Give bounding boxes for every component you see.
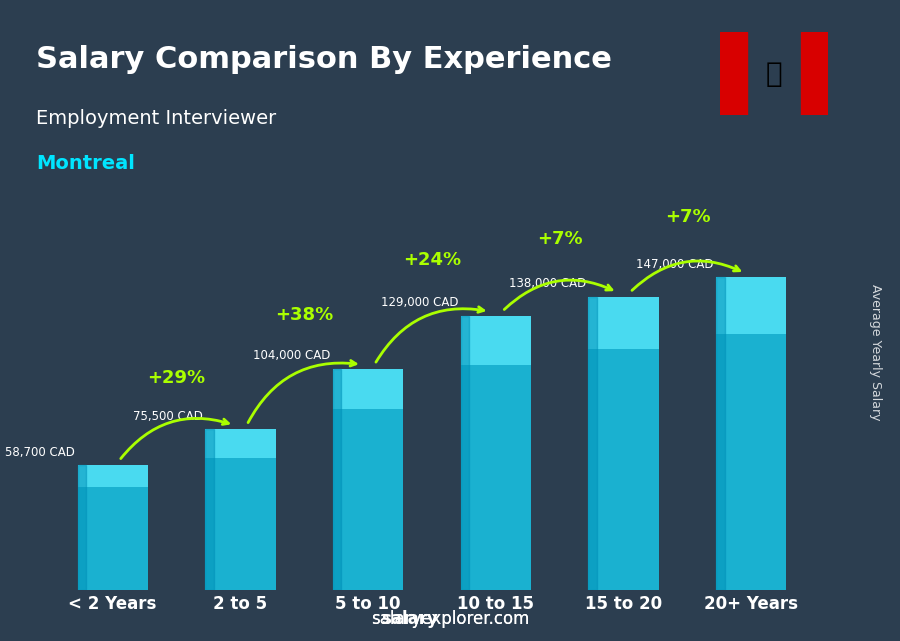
Bar	[461, 315, 469, 590]
Text: +7%: +7%	[665, 208, 710, 226]
Text: +38%: +38%	[275, 306, 333, 324]
Text: +7%: +7%	[537, 229, 582, 247]
Text: salaryexplorer.com: salaryexplorer.com	[371, 610, 529, 628]
Bar	[77, 465, 148, 590]
Bar	[333, 369, 341, 590]
Text: 75,500 CAD: 75,500 CAD	[133, 410, 202, 423]
Bar	[205, 429, 213, 590]
Text: salaryexplorer.com: salaryexplorer.com	[371, 610, 529, 628]
Bar	[801, 32, 828, 115]
Bar	[461, 315, 531, 590]
Bar	[589, 297, 597, 590]
Text: 🍁: 🍁	[766, 60, 782, 88]
Text: Montreal: Montreal	[36, 154, 135, 173]
Bar	[589, 297, 659, 590]
Bar	[77, 465, 86, 590]
Bar	[77, 465, 148, 487]
Text: Average Yearly Salary: Average Yearly Salary	[869, 285, 882, 420]
Bar	[205, 429, 275, 590]
Bar	[716, 278, 725, 590]
Text: 104,000 CAD: 104,000 CAD	[253, 349, 330, 362]
Text: +24%: +24%	[403, 251, 461, 269]
Text: +29%: +29%	[148, 369, 205, 387]
Bar	[716, 278, 787, 333]
Text: 138,000 CAD: 138,000 CAD	[508, 277, 586, 290]
Bar	[589, 297, 659, 349]
Bar	[205, 429, 275, 458]
Text: Employment Interviewer: Employment Interviewer	[36, 109, 276, 128]
Text: 147,000 CAD: 147,000 CAD	[636, 258, 714, 271]
Text: salary: salary	[381, 610, 438, 628]
Bar	[333, 369, 403, 590]
Text: 58,700 CAD: 58,700 CAD	[5, 445, 75, 459]
Text: Salary Comparison By Experience: Salary Comparison By Experience	[36, 45, 612, 74]
Bar	[716, 278, 787, 590]
Bar	[333, 369, 403, 408]
Bar	[461, 315, 531, 365]
Text: 129,000 CAD: 129,000 CAD	[381, 296, 458, 310]
Bar	[720, 32, 747, 115]
